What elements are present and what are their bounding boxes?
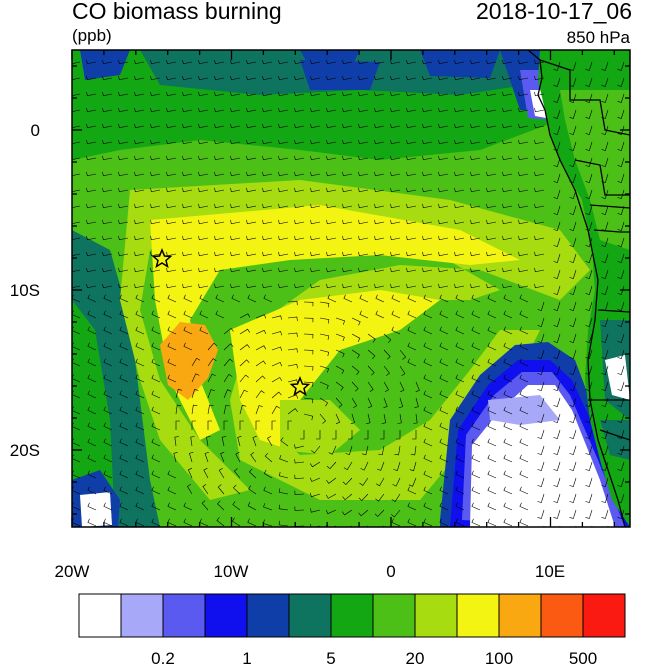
colorbar-swatch [582,593,626,638]
colorbar-swatch [372,593,416,638]
colorbar-swatch [162,593,206,638]
colorbar-swatch [204,593,248,638]
star-marker-north [151,248,173,269]
colorbar-label: 1 [242,649,251,667]
colorbar [78,593,626,638]
map-title: CO biomass burning [72,0,282,24]
lon-tick-label: 10E [535,562,565,581]
lat-tick-label: 10S [10,281,40,300]
co-field [72,50,630,527]
colorbar-swatch [246,593,290,638]
units-label: (ppb) [72,26,112,45]
star-marker-south [289,376,311,397]
wind-barbs [72,59,625,527]
colorbar-swatch [330,593,374,638]
lat-tick-label: 0 [31,121,40,140]
colorbar-swatch [78,593,122,638]
lon-tick-label: 0 [386,562,395,581]
colorbar-swatch [456,593,500,638]
colorbar-label: 100 [485,649,513,667]
colorbar-swatch [120,593,164,638]
colorbar-label: 500 [569,649,597,667]
lon-tick-label: 20W [55,562,90,581]
lat-tick-label: 20S [10,441,40,460]
colorbar-label: 20 [406,649,425,667]
colorbar-swatch [288,593,332,638]
axis-ticks [71,50,630,527]
pressure-level: 850 hPa [566,28,630,47]
colorbar-swatch [414,593,458,638]
colorbar-label: 5 [326,649,335,667]
colorbar-swatch [498,593,542,638]
datetime-label: 2018-10-17_06 [475,0,632,24]
colorbar-label: 0.2 [151,649,175,667]
colorbar-swatch [540,593,584,638]
coastline [527,50,630,527]
plot-frame [71,49,631,528]
lon-tick-label: 10W [214,562,249,581]
star-markers [151,248,311,397]
